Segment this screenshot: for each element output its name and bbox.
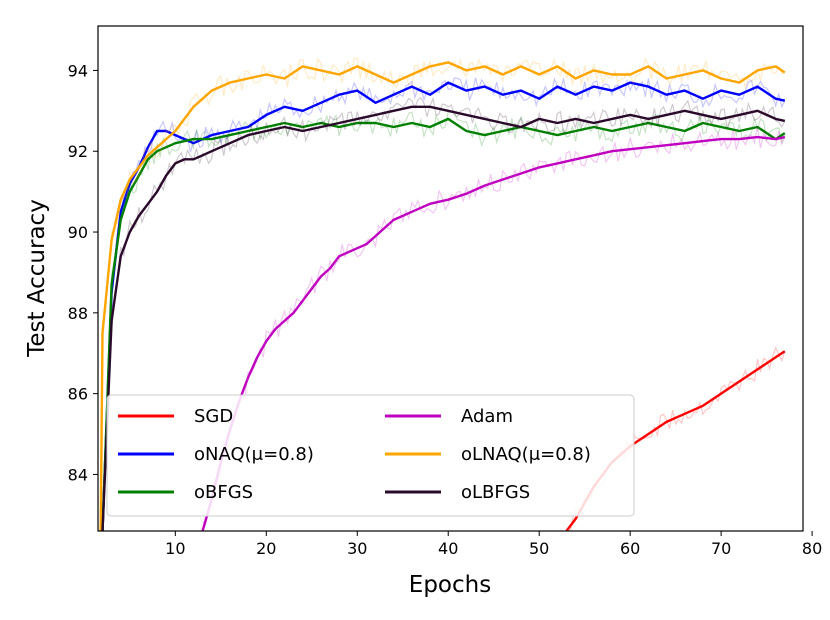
legend-label-onaq-0-8: oNAQ(μ=0.8) [194, 444, 314, 465]
legend-label-olbfgs: oLBFGS [461, 482, 530, 503]
plot-frame [97, 25, 804, 532]
series-raw-olnaq-0-8 [100, 57, 786, 531]
x-tick-label: 10 [165, 539, 185, 558]
x-tick-label: 60 [620, 539, 640, 558]
legend-box [106, 394, 635, 517]
x-tick-label: 70 [711, 539, 731, 558]
series-line-onaq-0-8 [101, 81, 786, 531]
series-line-olbfgs [101, 105, 786, 531]
y-axis-ticks: 84 86 88 90 92 94 [68, 61, 98, 484]
x-tick-label: 40 [438, 539, 458, 558]
y-tick-label: 86 [68, 385, 88, 404]
y-tick-label: 92 [68, 142, 88, 161]
x-tick-label: 20 [256, 539, 276, 558]
series-raw-olbfgs [101, 96, 786, 521]
y-tick-label: 84 [68, 465, 88, 484]
y-axis-label: Test Accuracy [24, 199, 50, 358]
y-tick-label: 94 [68, 61, 88, 80]
legend-label-olnaq-0-8: oLNAQ(μ=0.8) [461, 444, 591, 465]
series-layer [99, 57, 786, 531]
series-line-olnaq-0-8 [99, 61, 786, 531]
y-tick-label: 90 [68, 223, 88, 242]
x-tick-label: 80 [802, 539, 822, 558]
legend-label-obfgs: oBFGS [194, 482, 253, 503]
series-line-adam [201, 135, 786, 531]
series-raw-obfgs [101, 111, 786, 531]
x-axis-ticks: 10 20 30 40 50 60 70 80 [165, 531, 822, 558]
legend-label-sgd: SGD [194, 406, 233, 427]
x-tick-label: 30 [347, 539, 367, 558]
y-tick-label: 88 [68, 304, 88, 323]
legend-label-adam: Adam [461, 406, 513, 427]
x-axis-label: Epochs [409, 572, 491, 598]
legend: SGD Adam oNAQ(μ=0.8) oLNAQ(μ=0.8) oBFGS oLBFG… [106, 394, 635, 517]
series-raw-adam [202, 126, 786, 526]
x-tick-label: 50 [529, 539, 549, 558]
series-line-obfgs [101, 117, 786, 531]
